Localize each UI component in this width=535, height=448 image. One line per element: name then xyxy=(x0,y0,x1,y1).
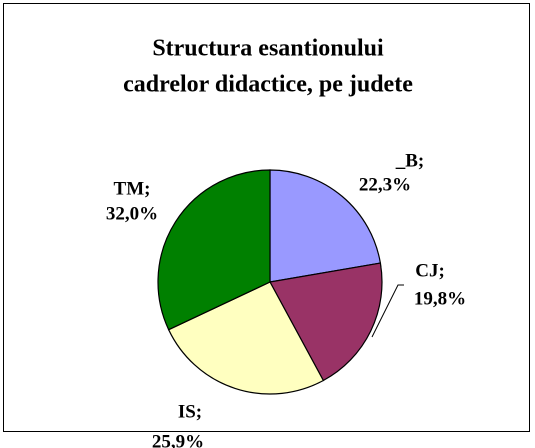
slice-value-label: 19,8% xyxy=(414,288,466,309)
pie-slice xyxy=(269,169,382,283)
chart-title: Structura esantionului xyxy=(152,36,384,62)
slice-value-label: 32,0% xyxy=(106,203,158,224)
pie-slice xyxy=(167,281,325,395)
pie-slice xyxy=(269,262,383,382)
chart-title: cadrelor didactice, pe judete xyxy=(123,72,413,98)
leader-line xyxy=(371,284,404,338)
slice-value-label: 22,3% xyxy=(359,174,411,195)
slice-label: TM; xyxy=(114,178,151,199)
slice-value-label: 25,9% xyxy=(152,431,204,448)
slice-label: IS; xyxy=(178,401,202,422)
slice-label: CJ; xyxy=(415,260,445,281)
pie-slice xyxy=(157,169,271,331)
slice-label: _B; xyxy=(395,150,425,171)
